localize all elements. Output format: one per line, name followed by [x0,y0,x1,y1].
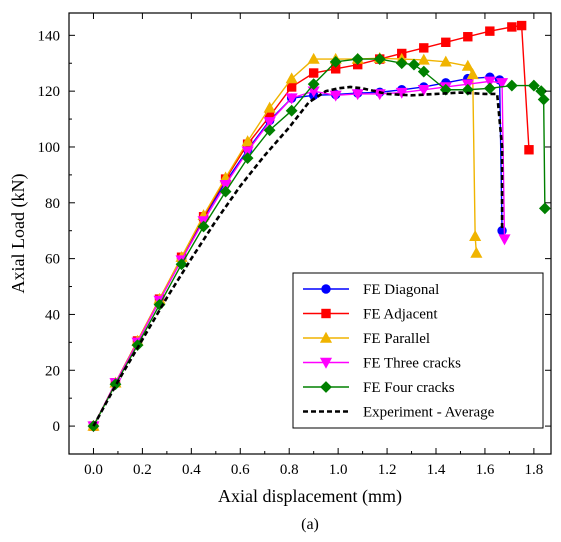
legend-label: FE Parallel [363,331,430,347]
legend: FE Diagonal FE Adjacent FE Parallel FE Thre… [292,272,544,429]
data-point [219,185,232,198]
legend-item: FE Adjacent [303,307,438,323]
y-tick-label: 120 [38,84,61,100]
data-point [516,20,527,31]
x-tick-label: 0.6 [231,462,250,478]
y-axis-title: Axial Load (kN) [8,174,29,294]
legend-item: FE Three cracks [303,356,461,372]
data-point [175,258,188,271]
legend-item: FE Parallel [303,331,430,347]
data-point [470,246,483,258]
data-point [466,68,479,80]
data-point [439,55,452,67]
data-point [197,220,210,233]
y-tick-label: 0 [53,419,61,435]
x-tick-label: 1.6 [476,462,495,478]
data-point [483,76,496,88]
data-point [498,234,511,246]
legend-label: Experiment - Average [363,405,495,421]
figure-caption: (a) [301,516,319,533]
data-point [373,53,386,65]
data-point [307,78,320,91]
data-point [419,43,429,53]
y-tick-label: 60 [45,252,60,268]
data-point [485,26,495,36]
data-point [285,72,298,84]
data-point [507,22,517,32]
legend-item: FE Diagonal [303,282,439,298]
data-point [463,32,473,42]
data-point [461,59,474,71]
data-point [469,230,482,241]
data-point [351,53,364,65]
data-point [408,58,420,71]
data-point [308,68,319,78]
data-point [329,90,342,102]
data-point [527,79,540,92]
x-tick-label: 0.0 [84,462,103,478]
series-experiment-average [92,85,504,427]
x-tick-label: 0.8 [280,462,299,478]
x-tick-label: 1.4 [427,462,446,478]
data-point [524,145,534,155]
legend-item: FE Four cracks [303,380,455,396]
y-tick-label: 140 [38,28,61,44]
data-point [241,152,254,165]
x-tick-label: 0.4 [182,462,201,478]
data-point [441,37,451,48]
series-layer [87,20,551,433]
y-tick-label: 20 [45,363,60,379]
y-tick-label: 100 [38,140,61,156]
y-tick-label: 40 [45,307,60,323]
data-point [417,53,430,65]
x-tick-label: 1.8 [524,462,543,478]
data-point [285,104,298,117]
data-point [307,52,320,64]
legend-label: FE Four cracks [363,380,455,396]
legend-label: FE Adjacent [363,307,438,323]
data-point [131,339,144,352]
data-point [263,101,276,113]
data-point [537,93,550,106]
legend-box [292,272,544,429]
data-point [417,85,430,96]
legend-item: Experiment - Average [303,405,495,421]
data-point [241,146,254,158]
data-point [538,202,551,215]
data-point [395,57,408,70]
y-tick-label: 80 [45,196,60,212]
legend-marker [321,284,331,294]
axes: 0.0 0.2 0.4 0.6 0.8 1.0 1.2 1.4 1.6 1.8 0 20 40 60 80 1… [38,12,552,478]
legend-label: FE Diagonal [363,282,439,298]
data-point [395,87,408,99]
data-point [241,135,254,147]
legend-marker [319,331,333,343]
data-point [286,82,297,92]
plot-frame [68,12,552,455]
legend-label: FE Three cracks [363,356,461,372]
data-point [351,89,364,101]
data-point [483,82,496,95]
x-tick-label: 1.2 [378,462,397,478]
data-point [263,124,276,137]
data-point [285,93,298,105]
data-point [263,117,276,129]
legend-marker [321,308,331,319]
data-point [417,65,430,78]
x-axis-title: Axial displacement (mm) [218,486,402,507]
data-point [505,79,518,92]
x-tick-label: 1.0 [329,462,348,478]
legend-marker [320,381,332,393]
data-point [219,179,232,191]
series-line [92,85,504,427]
legend-marker [319,357,333,369]
data-point [329,55,342,68]
data-point [496,78,509,90]
x-tick-label: 0.2 [133,462,152,478]
